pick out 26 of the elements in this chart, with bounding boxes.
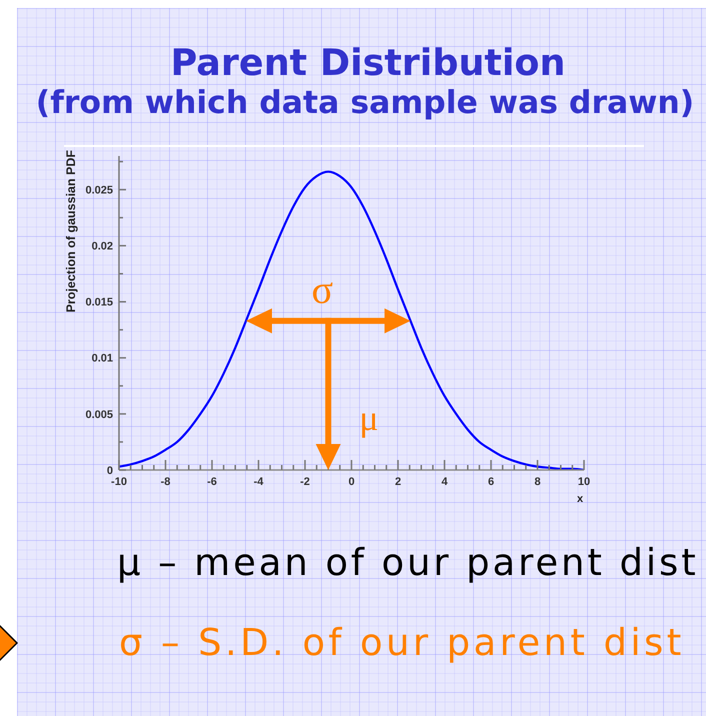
y-tick-label: 0.015 [85,296,113,309]
x-tick-label: -6 [207,476,217,488]
x-tick-label: 0 [348,476,355,488]
annotation: σ [311,266,334,312]
y-tick-label: 0.025 [85,184,113,196]
x-axis-title: x [576,493,584,505]
x-tick-label: 6 [488,476,494,488]
x-tick-label: 10 [578,476,590,488]
x-tick-label: -10 [111,476,127,488]
y-axis-title: Projection of gaussian PDF [64,150,78,313]
chart-title: Parent Distribution [170,41,566,84]
x-tick-label: -8 [160,476,170,488]
chart-subtitle: (from which data sample was drawn) [36,85,694,121]
y-tick-label: 0.005 [85,408,113,421]
x-tick-label: 4 [441,476,448,488]
x-tick-label: 2 [394,476,402,488]
x-tick-label: -4 [254,476,264,488]
line-series [119,170,584,470]
y-tick-label: 0.02 [92,240,113,253]
text: μ – mean of our parent dist [117,541,699,584]
y-tick-label: 0 [106,464,113,477]
text: σ – S.D. of our parent dist [119,621,685,664]
annotation: μ [359,398,379,438]
x-tick-label: 8 [534,476,541,488]
x-tick-label: -2 [300,476,310,488]
y-tick-label: 0.01 [92,352,113,365]
